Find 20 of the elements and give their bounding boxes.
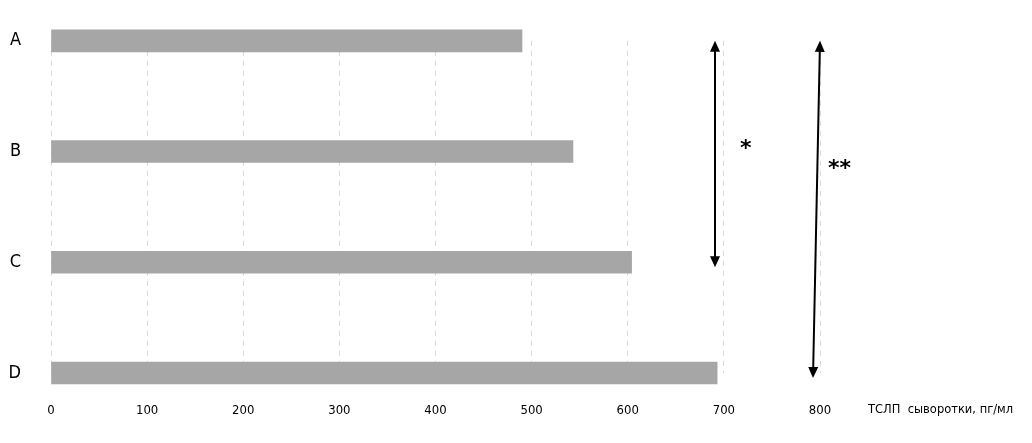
x-axis-title: ТСЛП сыворотки, пг/мл <box>867 401 1014 416</box>
x-tick-label: 400 <box>424 402 447 418</box>
x-tick-label: 100 <box>135 402 159 418</box>
x-tick-label: 200 <box>232 402 255 418</box>
x-tick-label: 500 <box>520 402 543 418</box>
bar <box>51 361 718 385</box>
x-tick-label: 600 <box>616 402 639 418</box>
text: ** <box>828 155 852 181</box>
annotation: * <box>740 135 752 161</box>
y-tick-label: D <box>8 360 21 382</box>
y-tick-label: A <box>9 28 21 50</box>
x-tick-label: 700 <box>712 402 736 418</box>
x-tick-label: 0 <box>47 402 55 418</box>
x-tick-label: 300 <box>328 402 351 418</box>
x-tick-label: 800 <box>808 402 832 418</box>
y-tick-label: B <box>9 139 21 161</box>
y-tick-label: C <box>9 249 21 271</box>
bar <box>51 140 574 163</box>
bar <box>51 250 632 274</box>
bar <box>51 29 523 53</box>
